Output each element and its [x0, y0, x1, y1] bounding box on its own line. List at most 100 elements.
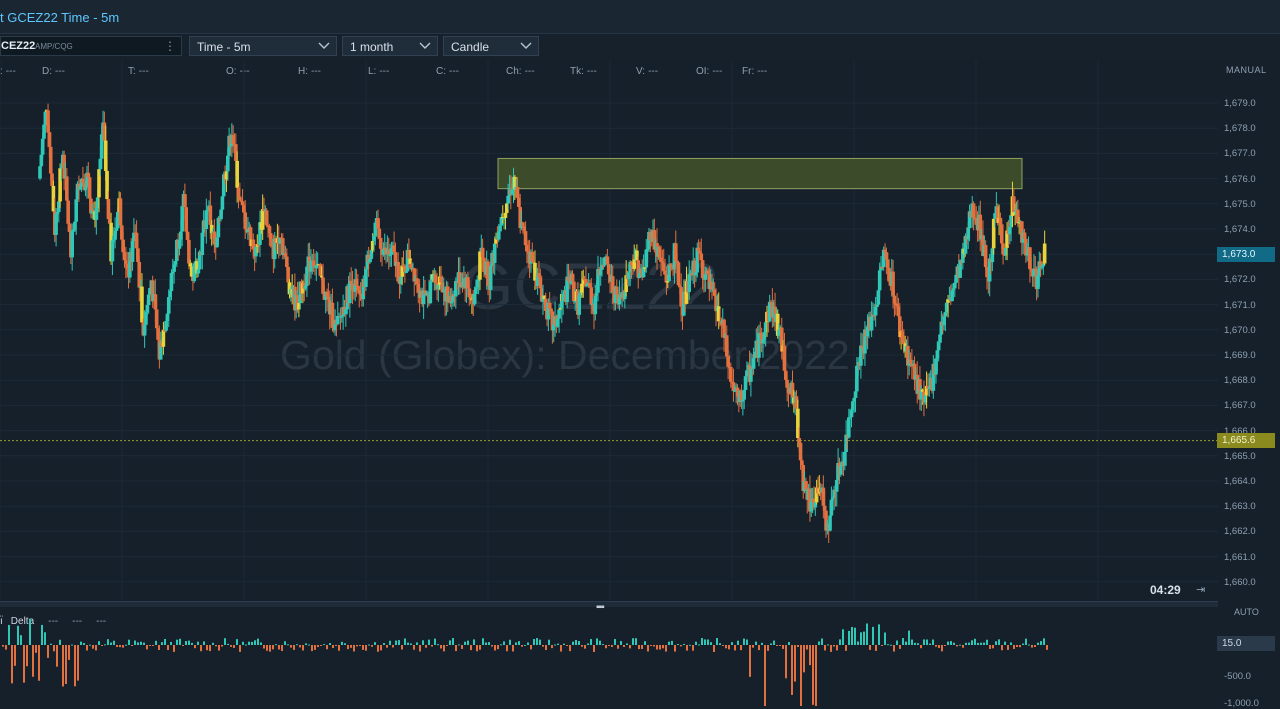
candle-body — [859, 345, 863, 366]
candle-body — [95, 197, 100, 209]
delta-bar — [926, 639, 928, 645]
candle-body — [166, 297, 171, 314]
delta-bar — [947, 641, 949, 645]
delta-bar — [983, 642, 985, 645]
delta-bar — [329, 643, 331, 645]
range-dropdown[interactable]: 1 month — [342, 36, 438, 56]
delta-bar — [746, 639, 748, 645]
delta-bar — [323, 644, 325, 646]
delta-bar — [929, 643, 931, 645]
delta-bar — [359, 645, 361, 646]
chart-style-dropdown[interactable]: Candle — [443, 36, 539, 56]
candle-body — [521, 222, 525, 227]
candle-body — [694, 272, 698, 276]
delta-bar — [824, 645, 826, 651]
price-axis-label: 1,662.0 — [1224, 526, 1256, 538]
panel-splitter[interactable] — [0, 601, 1218, 607]
candle-body — [601, 264, 606, 267]
candle-body — [598, 269, 603, 276]
candle-body — [59, 166, 64, 169]
scale-mode-toggle[interactable]: MANUAL — [1226, 65, 1267, 75]
delta-bar — [221, 645, 223, 647]
delta-bar — [755, 641, 757, 645]
delta-bar — [1007, 645, 1009, 650]
candle-body — [361, 278, 366, 300]
candle-body — [412, 268, 417, 282]
candle-body — [356, 285, 360, 291]
candle-body — [286, 266, 290, 283]
delta-scale-mode[interactable]: AUTO — [1234, 607, 1259, 617]
delta-bar — [920, 645, 922, 649]
candle-body — [1024, 238, 1028, 256]
delta-bar — [893, 645, 895, 652]
delta-bar — [791, 645, 793, 695]
candle-body — [330, 302, 335, 328]
candle-body — [321, 277, 325, 294]
delta-histogram[interactable] — [0, 607, 1218, 706]
candle-body — [751, 358, 756, 369]
price-axis-label: 1,678.0 — [1224, 123, 1256, 135]
candle-body — [480, 247, 485, 258]
candle-body — [788, 392, 792, 395]
delta-bar — [917, 643, 919, 645]
delta-bar — [815, 645, 817, 706]
candle-body — [388, 254, 392, 257]
candle-body — [938, 334, 942, 343]
info-field: Tk: --- — [570, 66, 597, 77]
delta-bar — [482, 638, 484, 645]
delta-bar — [320, 645, 322, 646]
delta-bar — [875, 645, 877, 651]
price-axis-label: 1,664.0 — [1224, 476, 1256, 487]
candle-body — [140, 286, 144, 323]
delta-bar — [560, 645, 562, 652]
delta-bar — [980, 642, 982, 645]
candle-body — [838, 466, 843, 475]
delta-bar — [173, 645, 175, 652]
more-options-icon[interactable]: ⋮ — [164, 39, 176, 53]
delta-bar — [863, 631, 865, 645]
candle-body — [278, 237, 282, 244]
delta-bar — [26, 645, 28, 667]
delta-bar — [935, 645, 937, 647]
candle-body — [999, 224, 1004, 244]
candle-body — [906, 345, 910, 366]
drag-handle-icon[interactable]: ▪▪▪ — [596, 602, 605, 613]
delta-bar — [494, 645, 496, 651]
candle-body — [875, 304, 879, 307]
candle-body — [494, 238, 498, 244]
jump-to-end-icon[interactable]: ⇥ — [1196, 584, 1206, 596]
candle-body — [804, 481, 808, 490]
delta-bar — [125, 644, 127, 646]
candle-body — [500, 217, 505, 219]
delta-bar — [449, 640, 451, 645]
price-chart[interactable] — [0, 60, 1218, 600]
candle-body — [404, 271, 408, 273]
delta-bar — [626, 643, 628, 645]
candle-body — [834, 479, 839, 492]
delta-bar — [869, 645, 871, 650]
candle-body — [525, 245, 529, 252]
delta-bar — [290, 645, 292, 648]
delta-bar — [554, 644, 556, 646]
delta-bar — [689, 644, 691, 646]
indicator-icon[interactable]: ı̈ — [0, 616, 3, 627]
candle-body — [496, 231, 501, 240]
delta-bar — [350, 645, 352, 648]
candle-body — [963, 235, 968, 254]
interval-value: Time - 5m — [197, 40, 251, 54]
delta-bar — [608, 645, 610, 646]
delta-bar — [5, 645, 7, 650]
candle-body — [486, 261, 490, 286]
candle-body — [539, 288, 544, 302]
candle-body — [357, 290, 362, 294]
candle-body — [879, 266, 883, 271]
candle-body — [779, 327, 784, 352]
candle-body — [189, 266, 194, 277]
delta-bar — [1013, 645, 1015, 650]
delta-bar — [536, 638, 538, 645]
interval-dropdown[interactable]: Time - 5m — [189, 36, 337, 56]
candle-body — [188, 263, 193, 267]
candle-body — [985, 267, 989, 278]
candle-body — [168, 291, 172, 298]
symbol-selector[interactable]: CEZ22 AMP/CQG ⋮ — [0, 36, 182, 56]
